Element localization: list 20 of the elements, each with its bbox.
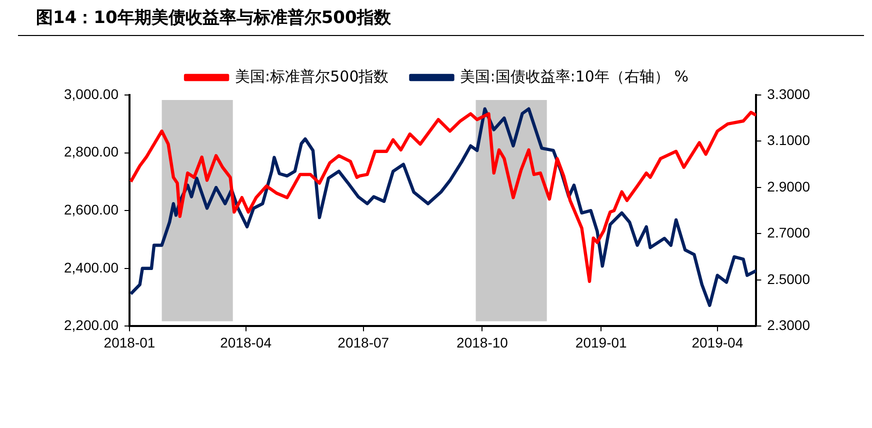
x-tick-label: 2018-01 xyxy=(104,334,156,350)
x-tick-label: 2019-01 xyxy=(575,334,628,350)
y2-tick-label: 2.7000 xyxy=(767,224,810,241)
y-tick-label: 2,200.00 xyxy=(64,317,119,334)
y2-tick-label: 2.9000 xyxy=(767,178,810,194)
y2-tick-label: 2.5000 xyxy=(767,270,810,287)
y2-tick-label: 3.3000 xyxy=(767,86,810,102)
y-tick-label: 2,800.00 xyxy=(64,144,119,160)
legend-label: 美国:标准普尔500指数 xyxy=(235,67,389,86)
y2-tick-label: 3.1000 xyxy=(767,132,810,148)
y2-tick-label: 2.3000 xyxy=(767,317,810,334)
x-tick-label: 2018-04 xyxy=(220,334,272,350)
y-tick-label: 3,000.00 xyxy=(64,86,119,102)
y-tick-label: 2,400.00 xyxy=(64,259,119,276)
x-tick-label: 2018-10 xyxy=(456,334,508,350)
x-tick-label: 2019-04 xyxy=(692,334,744,350)
legend-label: 美国:国债收益率:10年（右轴） % xyxy=(460,67,688,86)
x-tick-label: 2018-07 xyxy=(338,334,390,350)
chart-title: 图14：10年期美债收益率与标准普尔500指数 xyxy=(36,7,391,29)
y-tick-label: 2,600.00 xyxy=(64,201,119,218)
